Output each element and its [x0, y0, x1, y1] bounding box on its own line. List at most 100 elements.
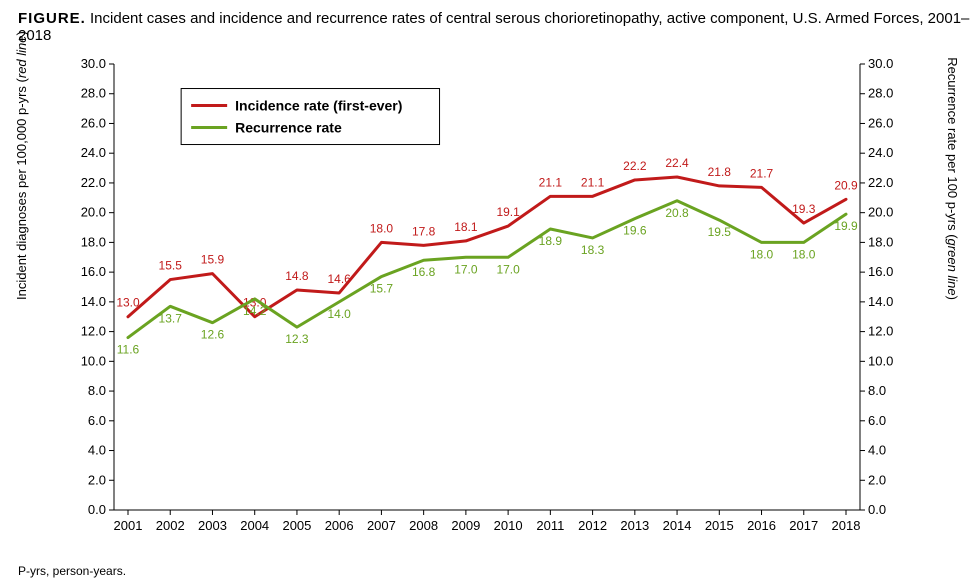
series-line: [128, 177, 846, 317]
y-right-tick-label: 8.0: [868, 383, 886, 398]
x-tick-label: 2005: [282, 518, 311, 533]
data-point-label: 19.9: [834, 219, 858, 233]
x-tick-label: 2017: [789, 518, 818, 533]
data-point-label: 13.0: [116, 296, 140, 310]
data-point-label: 13.7: [159, 311, 183, 325]
data-point-label: 21.7: [750, 166, 774, 180]
data-point-label: 19.5: [708, 225, 732, 239]
data-point-label: 14.2: [243, 304, 267, 318]
y-left-tick-label: 10.0: [81, 353, 106, 368]
y-axis-left-label: Incident diagnoses per 100,000 p-yrs (re…: [14, 31, 29, 300]
data-point-label: 21.8: [708, 165, 732, 179]
chart-plot-area: 0.00.02.02.04.04.06.06.08.08.010.010.012…: [70, 54, 904, 540]
y-right-tick-label: 30.0: [868, 56, 893, 71]
data-point-label: 14.6: [327, 272, 351, 286]
x-tick-label: 2011: [536, 518, 564, 533]
y-left-tick-label: 16.0: [81, 264, 106, 279]
data-point-label: 15.7: [370, 282, 394, 296]
y-right-tick-label: 2.0: [868, 472, 886, 487]
data-point-label: 22.2: [623, 159, 647, 173]
y-right-tick-label: 18.0: [868, 234, 893, 249]
data-point-label: 11.6: [117, 343, 140, 357]
x-tick-label: 2012: [578, 518, 607, 533]
data-point-label: 20.9: [834, 178, 858, 192]
data-point-label: 17.8: [412, 224, 436, 238]
y-left-tick-label: 30.0: [81, 56, 106, 71]
x-tick-label: 2013: [620, 518, 649, 533]
y-right-tick-label: 10.0: [868, 353, 893, 368]
figure-footnote: P-yrs, person-years.: [18, 564, 126, 578]
x-tick-label: 2018: [832, 518, 861, 533]
data-point-label: 18.9: [539, 234, 563, 248]
y-left-tick-label: 12.0: [81, 324, 106, 339]
y-left-tick-label: 8.0: [88, 383, 106, 398]
figure-title-rest: Incident cases and incidence and recurre…: [18, 10, 969, 44]
legend-label: Incidence rate (first-ever): [235, 98, 402, 114]
data-point-label: 20.8: [665, 206, 689, 220]
data-point-label: 21.1: [581, 175, 605, 189]
x-tick-label: 2014: [663, 518, 692, 533]
x-tick-label: 2008: [409, 518, 438, 533]
y-right-tick-label: 16.0: [868, 264, 893, 279]
data-point-label: 18.3: [581, 243, 605, 257]
y-right-tick-label: 14.0: [868, 294, 893, 309]
data-point-label: 18.1: [454, 220, 478, 234]
x-tick-label: 2015: [705, 518, 734, 533]
data-point-label: 19.3: [792, 202, 816, 216]
data-point-label: 14.8: [285, 269, 309, 283]
y-left-tick-label: 6.0: [88, 413, 106, 428]
y-left-tick-label: 18.0: [81, 234, 106, 249]
data-point-label: 18.0: [792, 247, 816, 261]
y-right-tick-label: 22.0: [868, 175, 893, 190]
data-point-label: 12.3: [285, 332, 309, 346]
y-left-text-c: ): [14, 31, 29, 35]
data-point-label: 16.8: [412, 265, 436, 279]
data-point-label: 14.0: [327, 307, 351, 321]
data-point-label: 19.6: [623, 224, 647, 238]
chart-svg: 0.00.02.02.04.04.06.06.08.08.010.010.012…: [70, 54, 904, 540]
y-left-tick-label: 4.0: [88, 443, 106, 458]
y-left-tick-label: 24.0: [81, 145, 106, 160]
x-tick-label: 2006: [325, 518, 354, 533]
y-right-tick-label: 12.0: [868, 324, 893, 339]
data-point-label: 18.0: [370, 221, 394, 235]
y-right-tick-label: 28.0: [868, 86, 893, 101]
y-right-tick-label: 0.0: [868, 502, 886, 517]
data-point-label: 17.0: [496, 262, 520, 276]
x-tick-label: 2001: [114, 518, 143, 533]
data-point-label: 19.1: [496, 205, 520, 219]
x-tick-label: 2007: [367, 518, 396, 533]
y-right-tick-label: 4.0: [868, 443, 886, 458]
x-tick-label: 2016: [747, 518, 776, 533]
y-left-text-a: Incident diagnoses per 100,000 p-yrs (: [14, 78, 29, 300]
y-left-tick-label: 26.0: [81, 115, 106, 130]
y-right-tick-label: 26.0: [868, 115, 893, 130]
figure-container: FIGURE. Incident cases and incidence and…: [0, 0, 974, 584]
legend-label: Recurrence rate: [235, 120, 342, 136]
y-left-tick-label: 28.0: [81, 86, 106, 101]
x-tick-label: 2003: [198, 518, 227, 533]
y-left-text-b: red line: [14, 36, 29, 79]
y-right-tick-label: 6.0: [868, 413, 886, 428]
x-tick-label: 2004: [240, 518, 269, 533]
y-axis-right-label: Recurrence rate per 100 p-yrs (green lin…: [945, 57, 960, 300]
data-point-label: 15.5: [159, 259, 183, 273]
data-point-label: 17.0: [454, 262, 478, 276]
y-right-text-b: green line: [945, 239, 960, 296]
data-point-label: 18.0: [750, 247, 774, 261]
x-tick-label: 2009: [451, 518, 480, 533]
data-point-label: 15.9: [201, 253, 225, 267]
x-tick-label: 2010: [494, 518, 523, 533]
figure-title: FIGURE. Incident cases and incidence and…: [18, 10, 974, 44]
y-right-text-a: Recurrence rate per 100 p-yrs (: [945, 57, 960, 238]
y-right-text-c: ): [945, 296, 960, 300]
y-left-tick-label: 22.0: [81, 175, 106, 190]
data-point-label: 12.6: [201, 328, 225, 342]
x-tick-label: 2002: [156, 518, 185, 533]
data-point-label: 22.4: [665, 156, 689, 170]
y-left-tick-label: 2.0: [88, 472, 106, 487]
y-left-tick-label: 20.0: [81, 205, 106, 220]
data-point-label: 21.1: [539, 175, 563, 189]
series-line: [128, 201, 846, 338]
y-right-tick-label: 20.0: [868, 205, 893, 220]
